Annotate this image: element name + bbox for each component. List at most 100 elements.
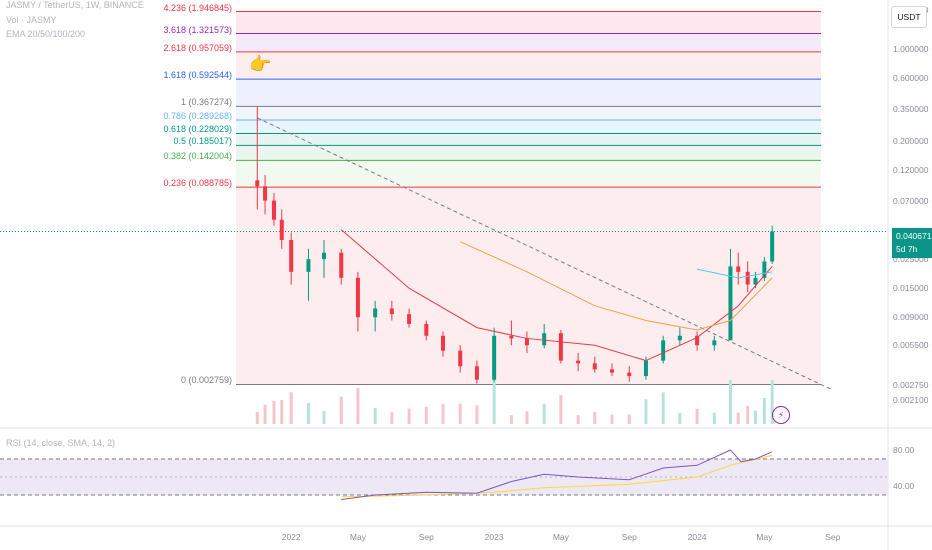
- volume-bar: [339, 396, 343, 424]
- fib-zone-0.236-0: [236, 187, 821, 385]
- time-tick: May: [349, 532, 366, 542]
- candle-body: [661, 340, 666, 361]
- volume-bar: [475, 405, 479, 424]
- fib-label-2.618: 2.618 (0.957059): [163, 42, 232, 53]
- volume-bar: [509, 415, 513, 424]
- rsi-ma-line: [341, 454, 773, 498]
- candle-body: [424, 323, 429, 336]
- last-price: 0.040671: [896, 231, 932, 241]
- volume-bar: [770, 380, 774, 424]
- candle-body: [263, 186, 268, 201]
- volume-bar: [542, 403, 546, 424]
- time-tick: May: [756, 532, 773, 542]
- time-tick: May: [552, 532, 569, 542]
- volume-bar: [644, 399, 648, 424]
- rsi-legend: RSI (14, close, SMA, 14, 2): [6, 438, 116, 448]
- candle-body: [728, 266, 733, 341]
- fib-zone-0.618-0.5: [236, 133, 821, 146]
- candle-body: [355, 277, 360, 318]
- time-tick: 2022: [281, 532, 301, 542]
- candle-body: [407, 314, 412, 324]
- fib-label-0: 0 (0.002759): [180, 375, 232, 386]
- price-tick: 0.120000: [893, 164, 929, 175]
- volume-bar: [356, 388, 360, 424]
- candle-body: [524, 338, 529, 346]
- candle-body: [289, 240, 294, 272]
- price-tick: 0.002100: [893, 395, 929, 405]
- candle-body: [279, 219, 284, 241]
- ema-legend: EMA 20/50/100/200: [6, 29, 86, 39]
- time-tick: Sep: [418, 532, 434, 542]
- candle-body: [576, 360, 581, 364]
- fib-zone-0.786-0.618: [236, 119, 821, 134]
- candle-body: [627, 372, 632, 377]
- price-tick: 0.005500: [893, 340, 929, 351]
- volume-bar: [458, 403, 462, 424]
- time-tick: 2024: [687, 532, 707, 542]
- price-tick: 1.000000: [893, 44, 929, 55]
- candle-body: [762, 261, 767, 278]
- lightning-icon[interactable]: ⚡: [772, 406, 790, 424]
- candle-body: [271, 200, 276, 220]
- fib-label-4.236: 4.236 (1.946845): [163, 2, 232, 13]
- candle-body: [389, 308, 394, 315]
- candle-body: [643, 360, 648, 377]
- candle-body: [753, 277, 758, 285]
- volume-bar: [390, 412, 394, 424]
- candle-body: [509, 335, 514, 339]
- fib-label-1: 1 (0.367274): [180, 97, 232, 108]
- volume-bar: [593, 412, 597, 424]
- volume-bar: [407, 408, 411, 424]
- volume-bar: [272, 400, 276, 424]
- currency-button[interactable]: USDT: [891, 6, 927, 28]
- rsi-band: [0, 459, 888, 495]
- volume-bar: [576, 415, 580, 424]
- candle-body: [458, 350, 463, 367]
- volume-bar: [255, 412, 259, 424]
- candle-body: [558, 333, 563, 361]
- volume-bar: [492, 380, 496, 424]
- fib-label-0.236: 0.236 (0.088785): [163, 178, 232, 189]
- candle-body: [677, 335, 682, 341]
- fib-label-3.618: 3.618 (1.321573): [163, 24, 232, 35]
- candle-body: [542, 333, 547, 346]
- fib-zone-1-0.786: [236, 106, 821, 120]
- rsi-line: [341, 449, 773, 500]
- fib-zone-0.382-0.236: [236, 160, 821, 188]
- fib-zone-0.5-0.382: [236, 145, 821, 161]
- price-tick: 0.025000: [893, 254, 929, 265]
- candle-body: [474, 366, 479, 380]
- price-tick: 0.002750: [893, 379, 929, 390]
- ema-line-0: [340, 229, 773, 362]
- fib-label-0.5: 0.5 (0.185017): [173, 136, 232, 147]
- volume-bar: [289, 392, 293, 424]
- volume-bar: [424, 406, 428, 424]
- price-tick: 0.015000: [893, 283, 929, 294]
- price-tick: 0.350000: [893, 104, 929, 115]
- volume-bar: [627, 414, 631, 424]
- volume-bar: [736, 412, 740, 424]
- volume-bar: [306, 403, 310, 424]
- candle-body: [440, 335, 445, 351]
- ema-line-1: [460, 241, 773, 331]
- pointing-hand-icon: 👉: [249, 54, 272, 74]
- price-tick: 0.200000: [893, 135, 929, 146]
- price-tick: 0.070000: [893, 195, 929, 206]
- volume-bar: [610, 414, 614, 424]
- volume-bar: [322, 410, 326, 424]
- rsi-tick: 80.00: [893, 445, 915, 455]
- volume-bar: [746, 406, 750, 424]
- volume-bar: [661, 392, 665, 424]
- candle-body: [592, 363, 597, 370]
- time-tick: Sep: [825, 532, 841, 542]
- volume-bar: [728, 380, 732, 424]
- volume-bar: [525, 411, 529, 424]
- fib-zone-4.236-3.618: [236, 11, 821, 34]
- candle-body: [695, 335, 700, 346]
- price-tick: 0.600000: [893, 73, 929, 84]
- time-tick: 2023: [484, 532, 504, 542]
- fib-label-0.382: 0.382 (0.142004): [163, 151, 232, 162]
- fib-label-1.618: 1.618 (0.592544): [163, 70, 232, 81]
- volume-bar: [559, 395, 563, 424]
